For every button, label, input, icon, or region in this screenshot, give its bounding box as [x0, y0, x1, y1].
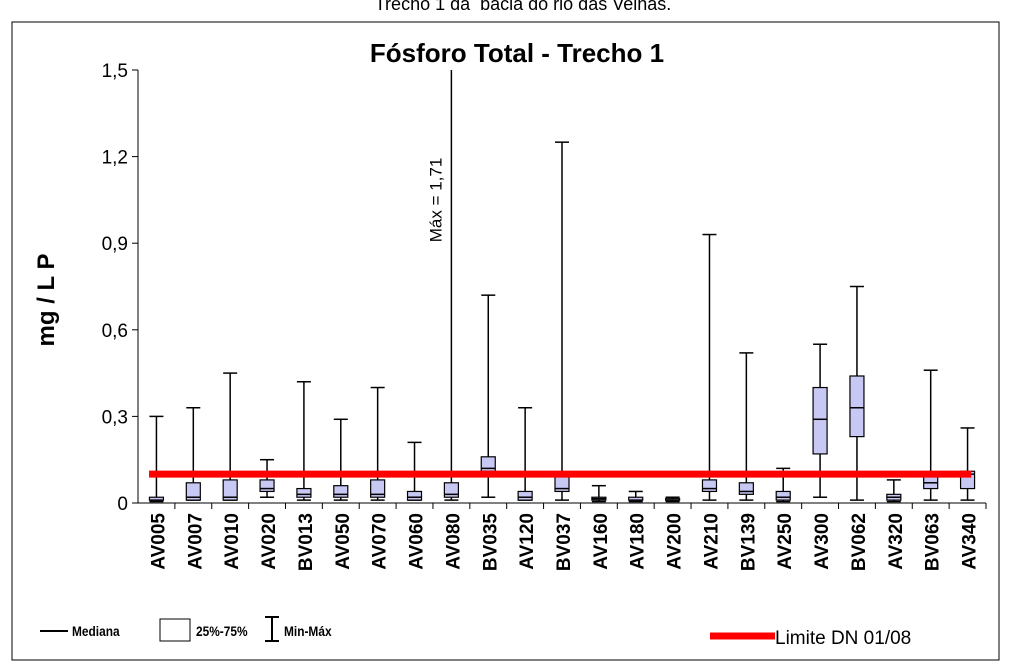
chart-title: Fósforo Total - Trecho 1: [370, 38, 664, 68]
y-tick-label: 0: [117, 494, 128, 515]
chart-frame: [11, 21, 1000, 661]
box: [185, 482, 201, 501]
y-tick-label: 1,5: [102, 61, 128, 82]
box: [849, 375, 865, 438]
box: [333, 485, 349, 498]
legend-label: Min-Máx: [284, 623, 332, 639]
box: [406, 490, 423, 501]
legend-label: Mediana: [72, 623, 120, 639]
x-tick-label: AV340: [960, 513, 981, 570]
x-tick-label: AV010: [222, 513, 243, 570]
plot-area: [148, 70, 976, 503]
box: [259, 479, 275, 493]
x-tick-label: AV180: [628, 513, 649, 570]
caption: Trecho 1 da bacia do rio das Velhas.: [375, 0, 672, 14]
x-tick-label: AV120: [517, 513, 538, 570]
x-tick-label: BV062: [849, 513, 870, 571]
annotation: Máx = 1,71: [426, 158, 445, 243]
x-tick-label: AV300: [812, 513, 833, 570]
box: [517, 490, 533, 501]
y-tick-label: 0,9: [102, 234, 128, 255]
box: [370, 479, 386, 498]
y-tick-label: 0,3: [102, 407, 128, 428]
x-tick-label: BV139: [738, 513, 759, 571]
x-tick-label: AV050: [333, 513, 354, 570]
y-axis-label: mg / L P: [33, 254, 60, 347]
legend-box-icon: [159, 618, 191, 642]
x-tick-label: BV063: [923, 513, 944, 571]
y-tick-label: 0,6: [102, 321, 128, 342]
x-tick-label: BV013: [296, 513, 317, 571]
y-tick-label: 1,2: [102, 148, 128, 169]
x-tick-label: BV035: [480, 513, 501, 572]
box: [738, 482, 754, 495]
legend: [40, 616, 775, 642]
x-tick-label: AV320: [886, 513, 907, 570]
x-tick-label: AV200: [665, 513, 686, 570]
x-tick-label: AV020: [259, 513, 280, 570]
x-tick-label: BV037: [554, 513, 575, 571]
x-tick-label: AV160: [591, 513, 612, 570]
legend-label: 25%-75%: [196, 623, 248, 639]
box: [812, 386, 828, 455]
x-tick-label: AV250: [775, 513, 796, 570]
x-tick-label: AV005: [148, 513, 169, 570]
x-tick-label: AV210: [701, 513, 722, 570]
x-tick-label: AV080: [443, 513, 464, 570]
x-tick-label: AV060: [407, 513, 428, 570]
x-tick-label: AV007: [185, 513, 206, 570]
box: [701, 479, 718, 493]
x-tick-label: AV070: [370, 513, 391, 570]
box: [775, 490, 791, 501]
box: [222, 479, 238, 501]
legend-whisker-icon: [265, 616, 279, 642]
box: [296, 487, 312, 498]
legend-label: Limite DN 01/08: [775, 628, 911, 649]
